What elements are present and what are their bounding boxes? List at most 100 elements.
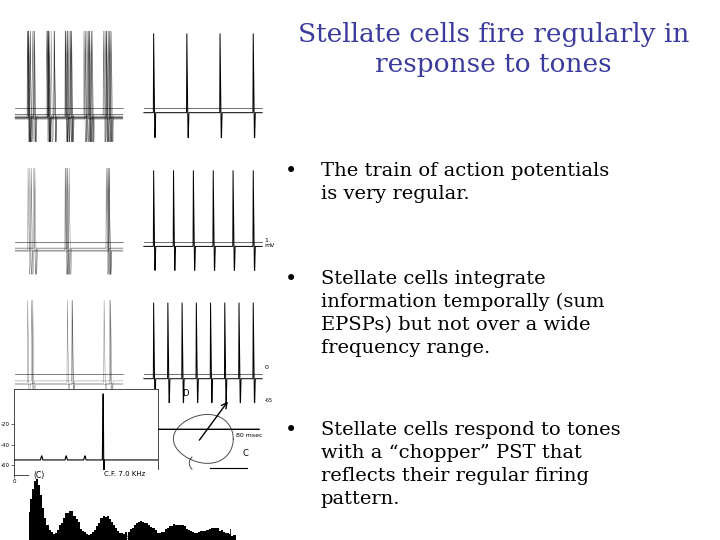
Bar bbox=[217, 528, 219, 540]
Bar bbox=[84, 532, 86, 540]
Bar bbox=[212, 529, 215, 540]
Bar bbox=[92, 532, 94, 540]
Bar bbox=[120, 533, 121, 540]
Bar bbox=[32, 489, 34, 540]
Bar bbox=[132, 528, 134, 540]
Bar bbox=[142, 522, 144, 540]
Bar bbox=[66, 513, 67, 540]
Text: Stellate cells respond to tones
with a “chopper” PST that
reflects their regular: Stellate cells respond to tones with a “… bbox=[321, 421, 621, 508]
Bar bbox=[146, 523, 148, 540]
Bar bbox=[40, 495, 42, 540]
Bar bbox=[177, 525, 179, 540]
Text: |: | bbox=[38, 529, 41, 538]
Bar bbox=[63, 518, 65, 540]
Text: C.F. 7.0 KHz: C.F. 7.0 KHz bbox=[104, 471, 145, 477]
Bar bbox=[196, 532, 198, 540]
Bar bbox=[34, 481, 36, 540]
Bar bbox=[130, 529, 132, 540]
Bar bbox=[109, 519, 111, 540]
Bar bbox=[28, 512, 30, 540]
Text: Tone burst on: Tone burst on bbox=[112, 535, 159, 540]
Bar bbox=[38, 485, 40, 540]
Bar bbox=[57, 530, 59, 540]
Bar bbox=[190, 531, 192, 540]
Bar bbox=[73, 516, 76, 540]
Bar bbox=[184, 526, 186, 540]
Text: Stellate cells integrate
information temporally (sum
EPSPs) but not over a wide
: Stellate cells integrate information tem… bbox=[321, 270, 604, 357]
Bar bbox=[104, 517, 107, 540]
Text: •: • bbox=[284, 270, 297, 289]
Text: •: • bbox=[284, 162, 297, 181]
Text: The train of action potentials
is very regular.: The train of action potentials is very r… bbox=[321, 162, 609, 203]
Bar bbox=[223, 532, 225, 540]
Bar bbox=[36, 479, 38, 540]
Text: -65: -65 bbox=[265, 397, 273, 403]
Bar bbox=[202, 530, 204, 540]
Bar bbox=[101, 518, 102, 540]
Bar bbox=[158, 532, 161, 540]
Bar bbox=[165, 529, 167, 540]
Bar bbox=[42, 508, 45, 540]
Bar bbox=[228, 533, 229, 540]
Text: 80 msec: 80 msec bbox=[235, 434, 262, 438]
Text: ________________________________: ________________________________ bbox=[40, 534, 127, 539]
Bar bbox=[231, 536, 233, 540]
Bar bbox=[221, 530, 223, 540]
Bar bbox=[186, 529, 188, 540]
Bar bbox=[161, 532, 163, 540]
Bar bbox=[99, 523, 101, 540]
Bar bbox=[194, 533, 196, 540]
Bar bbox=[76, 519, 78, 540]
Bar bbox=[61, 523, 63, 540]
Text: Stellate cells fire regularly in
response to tones: Stellate cells fire regularly in respons… bbox=[297, 22, 689, 77]
Bar bbox=[157, 533, 158, 540]
Bar bbox=[179, 524, 181, 540]
Bar bbox=[136, 523, 138, 540]
Text: 0: 0 bbox=[144, 434, 148, 438]
Bar bbox=[138, 522, 140, 540]
Bar bbox=[192, 532, 194, 540]
Bar bbox=[125, 532, 127, 540]
Bar bbox=[204, 531, 207, 540]
Text: 1mm: 1mm bbox=[221, 470, 236, 475]
Bar bbox=[127, 532, 130, 540]
Bar bbox=[134, 525, 136, 540]
Bar bbox=[225, 533, 228, 540]
Bar bbox=[102, 516, 104, 540]
Bar bbox=[153, 528, 155, 540]
Bar bbox=[200, 531, 202, 540]
Bar bbox=[111, 522, 113, 540]
Bar bbox=[117, 531, 120, 540]
Text: 25 repetitions: 25 repetitions bbox=[15, 429, 59, 434]
Bar bbox=[181, 524, 184, 540]
Bar bbox=[80, 529, 82, 540]
Bar bbox=[69, 511, 71, 540]
Bar bbox=[121, 533, 123, 540]
Bar bbox=[167, 528, 169, 540]
Text: (C): (C) bbox=[33, 471, 45, 480]
Bar bbox=[207, 530, 209, 540]
Bar bbox=[50, 532, 53, 540]
Bar bbox=[88, 535, 90, 540]
Text: 0: 0 bbox=[265, 365, 269, 370]
Bar bbox=[140, 521, 142, 540]
Bar bbox=[144, 523, 146, 540]
Bar bbox=[215, 528, 217, 540]
Bar bbox=[86, 534, 88, 540]
Bar bbox=[113, 525, 115, 540]
Bar bbox=[55, 534, 57, 540]
Bar bbox=[155, 530, 156, 540]
Text: 1
mV: 1 mV bbox=[265, 238, 275, 248]
Bar bbox=[123, 534, 125, 540]
Bar bbox=[115, 528, 117, 540]
Bar bbox=[94, 530, 96, 540]
Text: |: | bbox=[229, 529, 232, 538]
Bar bbox=[67, 513, 69, 540]
Bar bbox=[90, 535, 92, 540]
Bar bbox=[174, 524, 175, 540]
Bar bbox=[148, 525, 150, 540]
Bar bbox=[209, 529, 211, 540]
Bar bbox=[230, 534, 231, 540]
Bar bbox=[233, 536, 235, 540]
Text: D: D bbox=[181, 389, 189, 398]
